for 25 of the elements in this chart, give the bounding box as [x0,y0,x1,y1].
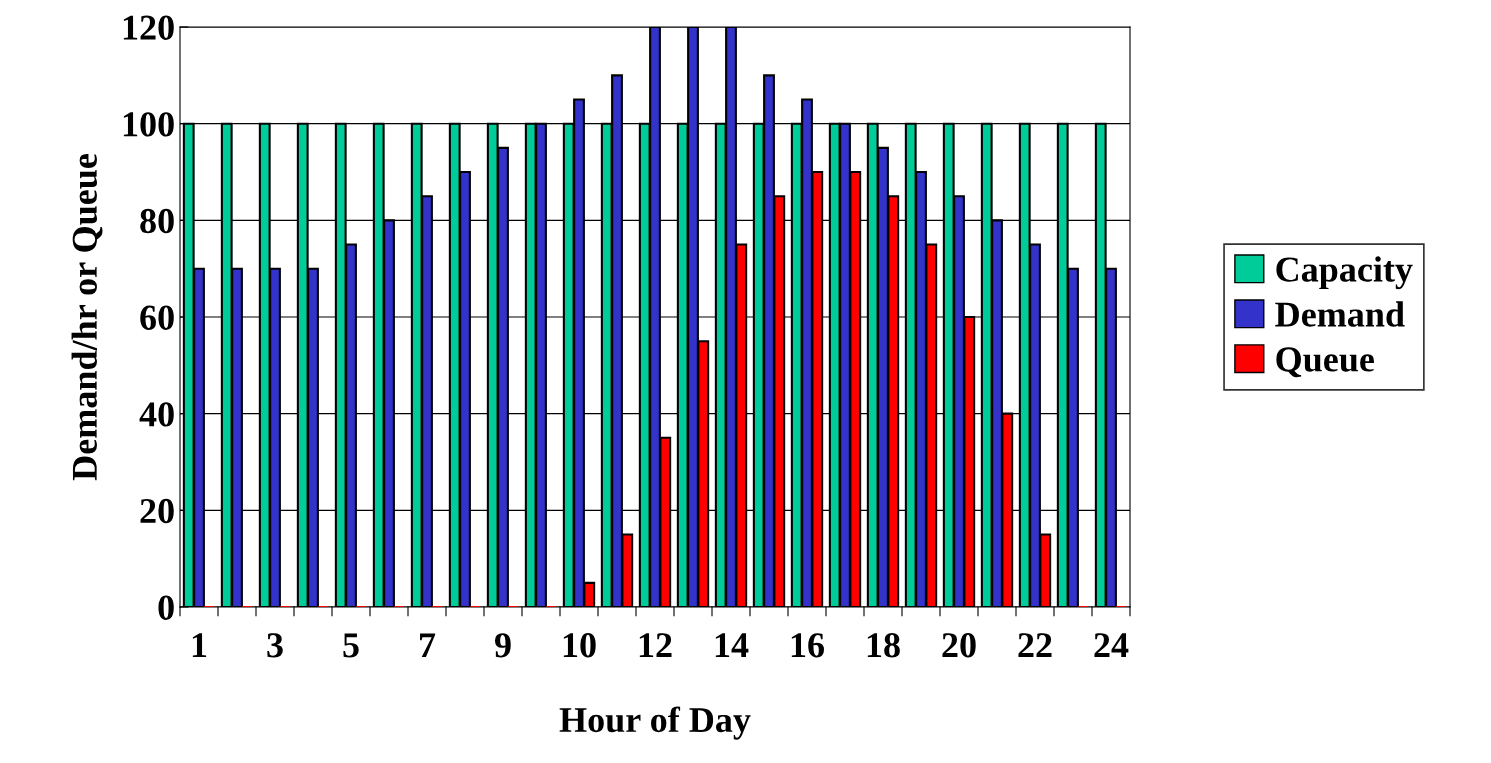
legend-label: Queue [1276,347,1374,378]
x-tick-label: 22 [1018,633,1052,658]
x-tick-label: 24 [1094,633,1129,658]
x-tick-label: 10 [563,633,596,658]
y-tick-label: 40 [139,402,174,427]
x-tick-label: 20 [942,633,976,658]
x-tick-label: 18 [867,633,900,658]
x-tick-label: 16 [791,633,824,658]
x-tick-label: 12 [639,633,672,658]
legend-label: Capacity [1276,256,1413,290]
x-tick-label: 9 [494,633,511,658]
y-axis-title: Demand/hr or Queue [71,154,103,481]
y-tick-label: 20 [140,498,174,524]
x-tick-label: 5 [343,633,359,658]
y-tick-label: 60 [140,305,174,330]
y-tick-label: 80 [140,208,174,234]
y-tick-label: 0 [158,595,174,620]
y-tick-label: 120 [123,15,174,40]
x-axis-title: Hour of Day [559,706,751,740]
x-tick-label: 7 [420,633,436,658]
x-tick-label: 1 [192,633,207,658]
legend-label: Demand [1275,301,1405,327]
x-tick-label: 14 [715,633,749,658]
y-tick-label: 100 [123,112,174,137]
x-tick-label: 3 [267,633,283,658]
